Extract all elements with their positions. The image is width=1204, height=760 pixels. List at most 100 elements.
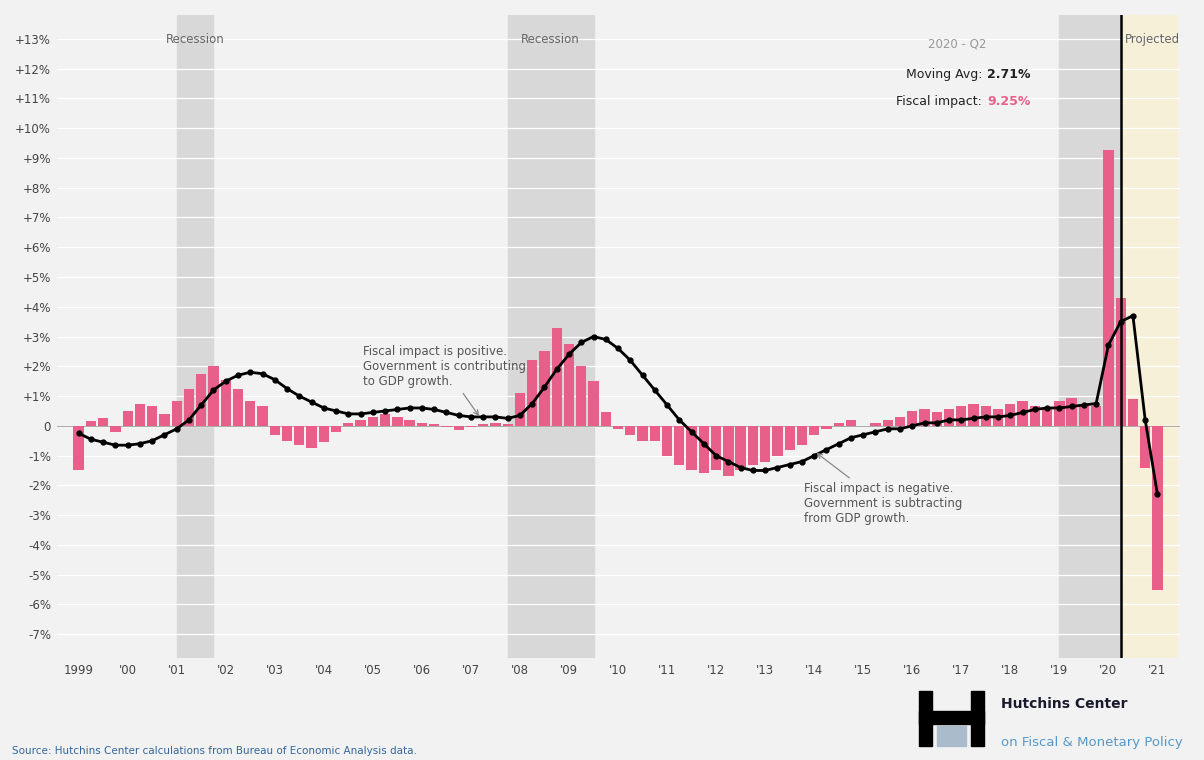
- Bar: [429, 424, 439, 426]
- Bar: [870, 423, 880, 426]
- Bar: [405, 420, 414, 426]
- Text: Recession: Recession: [521, 33, 580, 46]
- Bar: [809, 426, 820, 435]
- Bar: [490, 423, 501, 426]
- Bar: [478, 424, 489, 426]
- Bar: [551, 328, 562, 426]
- Bar: [576, 366, 586, 426]
- Bar: [883, 420, 893, 426]
- Bar: [1029, 407, 1040, 426]
- Bar: [294, 426, 305, 445]
- Bar: [232, 388, 243, 426]
- Bar: [380, 414, 390, 426]
- Bar: [625, 426, 636, 435]
- Bar: [367, 417, 378, 426]
- Bar: [1041, 410, 1052, 426]
- Bar: [466, 426, 476, 427]
- Bar: [724, 426, 733, 477]
- Bar: [98, 419, 108, 426]
- Text: Source: Hutchins Center calculations from Bureau of Economic Analysis data.: Source: Hutchins Center calculations fro…: [12, 746, 417, 756]
- Bar: [502, 424, 513, 426]
- Bar: [662, 426, 672, 455]
- Text: Fiscal impact is positive.
Government is contributing
to GDP growth.: Fiscal impact is positive. Government is…: [364, 346, 526, 415]
- Bar: [1128, 399, 1138, 426]
- Bar: [589, 382, 598, 426]
- Bar: [710, 426, 721, 470]
- Bar: [282, 426, 293, 441]
- Bar: [785, 426, 795, 450]
- Bar: [944, 410, 955, 426]
- Text: Hutchins Center: Hutchins Center: [1001, 697, 1127, 711]
- Bar: [698, 426, 709, 473]
- Bar: [1067, 397, 1076, 426]
- Bar: [220, 380, 231, 426]
- Bar: [258, 407, 267, 426]
- Bar: [968, 404, 979, 426]
- Bar: [355, 420, 366, 426]
- Bar: [821, 426, 832, 429]
- Bar: [981, 407, 991, 426]
- Bar: [184, 388, 194, 426]
- Bar: [919, 711, 984, 724]
- Bar: [748, 426, 759, 464]
- Text: 2020 - Q2: 2020 - Q2: [928, 37, 986, 50]
- Bar: [674, 426, 685, 464]
- Bar: [613, 426, 624, 429]
- Bar: [196, 374, 206, 426]
- Bar: [1121, 15, 1178, 658]
- Bar: [331, 426, 341, 432]
- Bar: [937, 727, 966, 746]
- Bar: [736, 426, 745, 470]
- Bar: [919, 691, 932, 746]
- Bar: [797, 426, 807, 445]
- Bar: [563, 344, 574, 426]
- Bar: [846, 420, 856, 426]
- Bar: [515, 393, 525, 426]
- Bar: [760, 426, 771, 461]
- Bar: [343, 423, 354, 426]
- Bar: [1079, 404, 1090, 426]
- Bar: [1152, 426, 1163, 590]
- Bar: [1140, 426, 1150, 467]
- Bar: [956, 407, 967, 426]
- Bar: [208, 366, 219, 426]
- Bar: [650, 426, 660, 441]
- Bar: [441, 426, 452, 427]
- Bar: [1060, 15, 1121, 658]
- Bar: [1055, 401, 1064, 426]
- Bar: [246, 401, 255, 426]
- Bar: [123, 411, 132, 426]
- Text: Recession: Recession: [166, 33, 224, 46]
- Bar: [833, 423, 844, 426]
- Bar: [1091, 407, 1102, 426]
- Bar: [147, 407, 158, 426]
- Bar: [454, 426, 464, 430]
- Bar: [1017, 401, 1028, 426]
- Text: Fiscal impact:: Fiscal impact:: [897, 96, 986, 109]
- Bar: [508, 15, 594, 658]
- Text: 2.71%: 2.71%: [987, 68, 1031, 81]
- Bar: [111, 426, 120, 432]
- Text: Projected: Projected: [1125, 33, 1180, 46]
- Bar: [171, 401, 182, 426]
- Bar: [1103, 150, 1114, 426]
- Bar: [527, 360, 537, 426]
- Bar: [85, 421, 96, 426]
- Bar: [686, 426, 697, 470]
- Bar: [920, 410, 929, 426]
- Bar: [907, 411, 917, 426]
- Text: Fiscal impact is negative.
Government is subtracting
from GDP growth.: Fiscal impact is negative. Government is…: [804, 454, 963, 525]
- Bar: [270, 426, 279, 435]
- Bar: [993, 410, 1003, 426]
- Bar: [539, 351, 550, 426]
- Bar: [1005, 404, 1015, 426]
- Bar: [159, 414, 170, 426]
- Bar: [601, 413, 610, 426]
- Bar: [895, 417, 905, 426]
- Bar: [393, 417, 402, 426]
- Bar: [319, 426, 329, 442]
- Text: Moving Avg:: Moving Avg:: [905, 68, 986, 81]
- Bar: [637, 426, 648, 441]
- Text: 9.25%: 9.25%: [987, 96, 1031, 109]
- Bar: [970, 691, 984, 746]
